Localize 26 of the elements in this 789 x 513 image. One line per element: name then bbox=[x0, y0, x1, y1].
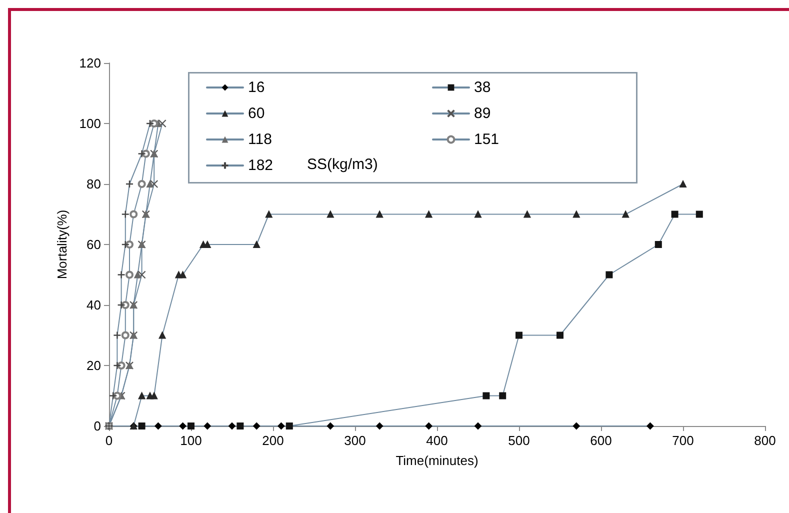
x-tick-label: 0 bbox=[105, 433, 113, 448]
legend-title: SS(kg/m3) bbox=[307, 156, 378, 173]
x-axis-title: Time(minutes) bbox=[396, 453, 478, 468]
x-tick-label: 800 bbox=[754, 433, 776, 448]
legend-label: 182 bbox=[248, 157, 274, 174]
legend-label: 38 bbox=[474, 79, 491, 96]
y-tick-label: 20 bbox=[86, 358, 101, 373]
x-tick-label: 100 bbox=[180, 433, 202, 448]
legend-label: 60 bbox=[248, 105, 265, 122]
x-tick-label: 200 bbox=[262, 433, 284, 448]
y-tick-label: 40 bbox=[86, 298, 101, 312]
x-tick-label: 500 bbox=[508, 433, 530, 448]
y-axis-title: Mortality(%) bbox=[54, 210, 70, 280]
y-tick-label: 80 bbox=[86, 176, 101, 192]
y-tick-label: 120 bbox=[79, 56, 101, 70]
legend-label: 118 bbox=[248, 131, 272, 148]
legend-label: 89 bbox=[474, 105, 491, 122]
x-tick-label: 300 bbox=[344, 433, 366, 448]
x-tick-label: 400 bbox=[426, 433, 448, 448]
legend-label: 16 bbox=[248, 79, 265, 96]
x-tick-label: 600 bbox=[590, 433, 612, 448]
y-tick-label: 60 bbox=[86, 237, 101, 252]
y-tick-label: 0 bbox=[94, 418, 101, 434]
legend-label: 151 bbox=[474, 131, 500, 148]
y-tick-label: 100 bbox=[79, 116, 101, 131]
x-tick-label: 700 bbox=[672, 433, 694, 448]
